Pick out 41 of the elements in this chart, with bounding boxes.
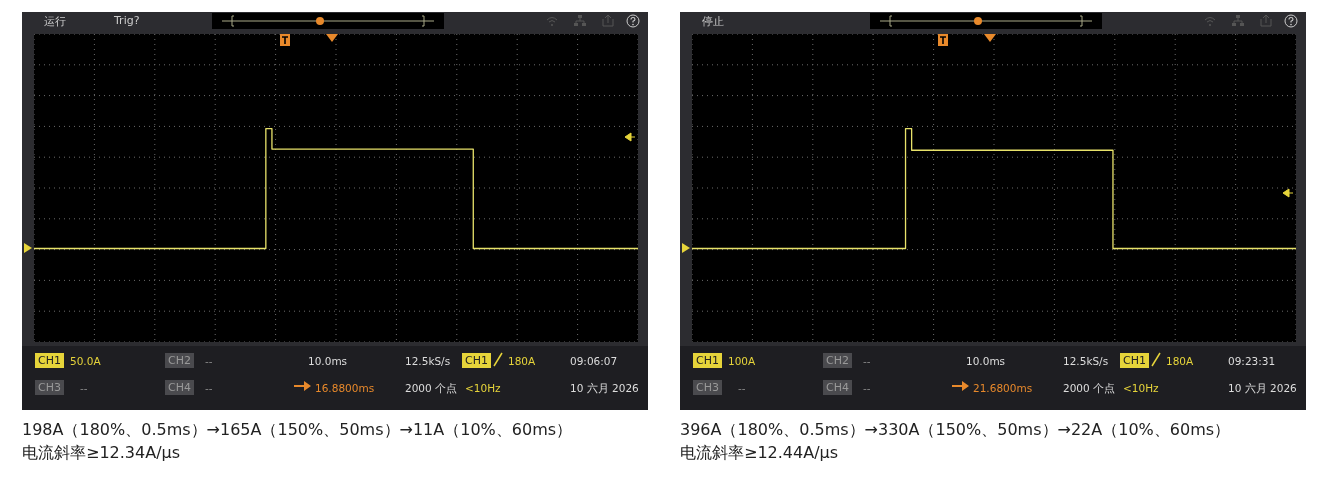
- text: 16.8800ms: [315, 382, 375, 394]
- text: 停止: [702, 14, 724, 29]
- text: Trig?: [114, 14, 140, 27]
- text: CH1: [1120, 353, 1149, 368]
- text: 100A: [728, 355, 756, 367]
- text: CH1: [35, 353, 64, 368]
- text: 180A: [508, 355, 536, 367]
- text: --: [80, 382, 88, 394]
- text: CH3: [35, 380, 64, 395]
- text: <10Hz: [1123, 382, 1159, 394]
- text: 10.0ms: [308, 355, 348, 367]
- text: 50.0A: [70, 355, 101, 367]
- text: 21.6800ms: [973, 382, 1033, 394]
- text: CH1: [462, 353, 491, 368]
- text: 198A（180%、0.5ms）→165A（150%、50ms）→11A（10%、60ms）: [22, 419, 574, 441]
- text: CH2: [823, 353, 852, 368]
- text: --: [205, 382, 213, 394]
- text: --: [205, 355, 213, 367]
- text: 12.5kS/s: [405, 355, 451, 367]
- text: 10 六月 2026: [1228, 382, 1297, 396]
- text: 2000 个点: [405, 382, 458, 396]
- text: 电流斜率≥12.44A/μs: [680, 442, 840, 464]
- text: --: [863, 355, 871, 367]
- text: 10 六月 2026: [570, 382, 639, 396]
- text: 10.0ms: [966, 355, 1006, 367]
- text: 396A（180%、0.5ms）→330A（150%、50ms）→22A（10%、60ms）: [680, 419, 1232, 441]
- text: CH3: [693, 380, 722, 395]
- text: 运行: [44, 14, 66, 29]
- text: CH4: [165, 380, 194, 395]
- text: 2000 个点: [1063, 382, 1116, 396]
- text: CH2: [165, 353, 194, 368]
- text: --: [738, 382, 746, 394]
- text: --: [863, 382, 871, 394]
- text: 09:06:07: [570, 355, 618, 367]
- text: <10Hz: [465, 382, 501, 394]
- text: CH4: [823, 380, 852, 395]
- text: CH1: [693, 353, 722, 368]
- text: 180A: [1166, 355, 1194, 367]
- text: 电流斜率≥12.34A/μs: [22, 442, 182, 464]
- text: 12.5kS/s: [1063, 355, 1109, 367]
- text: 09:23:31: [1228, 355, 1276, 367]
